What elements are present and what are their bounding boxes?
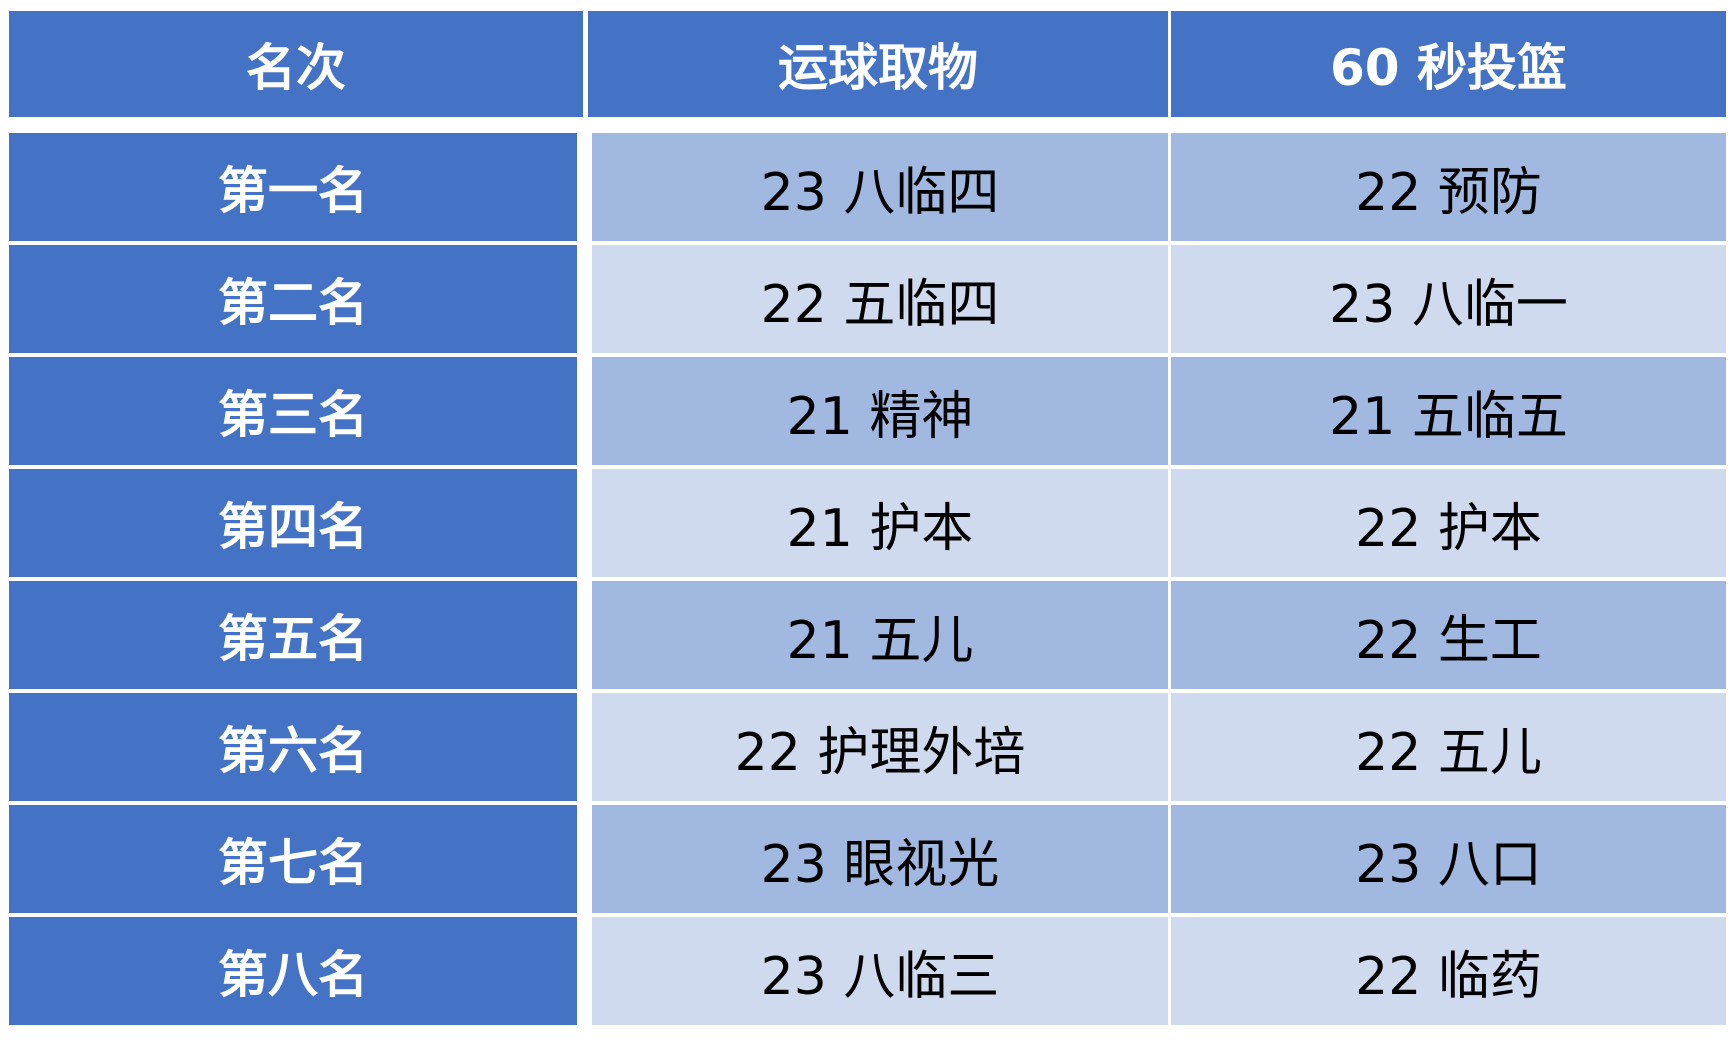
shooting-cell: 22 临药 <box>1171 917 1726 1025</box>
dribble-cell: 21 护本 <box>592 469 1168 577</box>
rank-cell: 第七名 <box>9 805 577 913</box>
rank-cell: 第二名 <box>9 245 577 353</box>
header-rank: 名次 <box>9 11 583 117</box>
shooting-cell: 22 五儿 <box>1171 693 1726 801</box>
dribble-cell: 22 护理外培 <box>592 693 1168 801</box>
shooting-cell: 23 八临一 <box>1171 245 1726 353</box>
rank-cell: 第三名 <box>9 357 577 465</box>
shooting-cell: 22 护本 <box>1171 469 1726 577</box>
header-shooting: 60 秒投篮 <box>1171 11 1726 117</box>
shooting-cell: 21 五临五 <box>1171 357 1726 465</box>
dribble-cell: 22 五临四 <box>592 245 1168 353</box>
rank-cell: 第八名 <box>9 917 577 1025</box>
shooting-cell: 22 预防 <box>1171 133 1726 241</box>
dribble-cell: 23 八临四 <box>592 133 1168 241</box>
rank-cell: 第五名 <box>9 581 577 689</box>
header-dribble: 运球取物 <box>588 11 1168 117</box>
dribble-cell: 23 眼视光 <box>592 805 1168 913</box>
dribble-cell: 21 精神 <box>592 357 1168 465</box>
rank-cell: 第四名 <box>9 469 577 577</box>
dribble-cell: 23 八临三 <box>592 917 1168 1025</box>
rank-cell: 第一名 <box>9 133 577 241</box>
rank-cell: 第六名 <box>9 693 577 801</box>
shooting-cell: 23 八口 <box>1171 805 1726 913</box>
dribble-cell: 21 五儿 <box>592 581 1168 689</box>
shooting-cell: 22 生工 <box>1171 581 1726 689</box>
